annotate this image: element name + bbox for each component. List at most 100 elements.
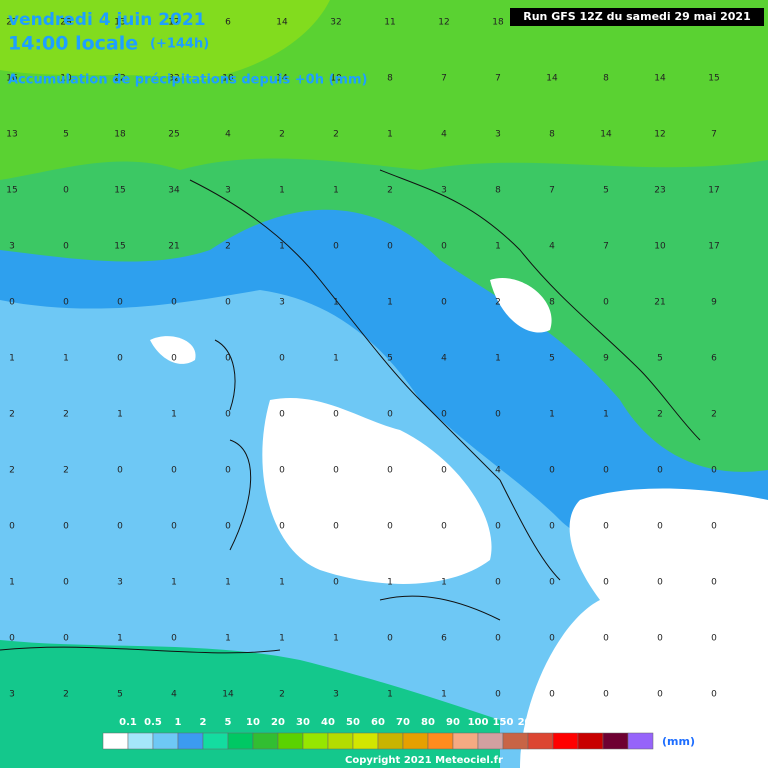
legend-swatch: [477, 732, 504, 750]
field-northwest: [0, 0, 330, 80]
grid-value: 4: [441, 354, 447, 364]
grid-value: 29: [60, 18, 72, 28]
grid-value: 5: [657, 354, 663, 364]
legend-label: 200: [518, 717, 539, 728]
legend-swatch: [377, 732, 404, 750]
grid-value: 0: [225, 410, 231, 420]
legend-swatch: [527, 732, 554, 750]
grid-value: 0: [225, 466, 231, 476]
grid-value: 0: [387, 634, 393, 644]
grid-value: 1: [63, 354, 69, 364]
grid-value: 17: [708, 186, 719, 196]
grid-value: 1: [495, 242, 501, 252]
legend-swatch: [202, 732, 229, 750]
grid-value: 1: [117, 634, 123, 644]
grid-value: 3: [333, 690, 339, 700]
grid-value: 0: [495, 578, 501, 588]
grid-value: 14: [276, 18, 288, 28]
legend-label: 70: [396, 717, 410, 728]
grid-value: 32: [330, 18, 341, 28]
grid-value: 14: [600, 130, 612, 140]
legend-swatch: [552, 732, 579, 750]
grid-value: 6: [711, 354, 717, 364]
grid-value: 1: [171, 410, 177, 420]
grid-value: 0: [711, 690, 717, 700]
run-label: Run GFS 12Z du samedi 29 mai 2021: [523, 10, 751, 23]
grid-value: 2: [63, 690, 69, 700]
run-box: [510, 8, 764, 26]
legend-label: 250: [543, 717, 564, 728]
grid-value: 0: [63, 242, 69, 252]
grid-value: 8: [549, 298, 555, 308]
grid-value: 14: [546, 74, 558, 84]
grid-value: 27: [6, 18, 17, 28]
grid-value: 0: [603, 634, 609, 644]
grid-value: 2: [63, 466, 69, 476]
grid-value: 5: [63, 130, 69, 140]
dry-adriatic: [490, 278, 552, 333]
grid-value: 1: [387, 690, 393, 700]
grid-value: 0: [603, 522, 609, 532]
grid-value: 1: [387, 130, 393, 140]
grid-value: 0: [117, 298, 123, 308]
grid-value: 0: [9, 522, 15, 532]
grid-value: 1: [225, 634, 231, 644]
grid-value: 15: [6, 186, 17, 196]
grid-value: 0: [333, 242, 339, 252]
grid-value: 34: [168, 186, 180, 196]
grid-value: 12: [654, 130, 665, 140]
grid-value: 7: [603, 242, 609, 252]
legend-label: 10: [246, 717, 260, 728]
grid-value: 2: [711, 410, 717, 420]
grid-value: 10: [60, 74, 72, 84]
grid-value: 4: [549, 242, 555, 252]
grid-value: 22: [114, 74, 125, 84]
grid-value: 0: [279, 354, 285, 364]
grid-value: 5: [549, 354, 555, 364]
grid-value: 0: [9, 634, 15, 644]
grid-value: 2: [225, 242, 231, 252]
grid-value: 0: [657, 578, 663, 588]
grid-value: 10: [222, 74, 234, 84]
grid-value: 0: [657, 690, 663, 700]
grid-value: 0: [495, 522, 501, 532]
legend-label: 80: [421, 717, 435, 728]
grid-value: 0: [441, 466, 447, 476]
legend-swatch: [327, 732, 354, 750]
grid-value: 0: [225, 522, 231, 532]
grid-value: 7: [711, 130, 717, 140]
grid-value: 0: [549, 522, 555, 532]
grid-value: 0: [603, 298, 609, 308]
grid-value: 0: [441, 410, 447, 420]
grid-value: 2: [9, 466, 15, 476]
grid-value: 0: [117, 466, 123, 476]
grid-value: 12: [168, 18, 179, 28]
grid-value: 3: [9, 242, 15, 252]
grid-value: 0: [333, 578, 339, 588]
grid-value: 0: [117, 522, 123, 532]
legend-swatch: [102, 732, 129, 750]
grid-value: 1: [549, 410, 555, 420]
grid-value: 1: [495, 354, 501, 364]
grid-value: 15: [708, 74, 719, 84]
grid-value: 1: [333, 298, 339, 308]
grid-value: 0: [549, 690, 555, 700]
legend-label: 2: [200, 717, 207, 728]
grid-value: 0: [171, 466, 177, 476]
grid-value: 8: [549, 130, 555, 140]
grid-value: 2: [9, 410, 15, 420]
grid-value: 0: [63, 522, 69, 532]
legend-swatch: [177, 732, 204, 750]
grid-value: 8: [495, 186, 501, 196]
dry-ionian: [520, 488, 768, 768]
grid-value: 5: [387, 354, 393, 364]
grid-value: 18: [492, 18, 504, 28]
copyright: Copyright 2021 Meteociel.fr: [345, 755, 503, 766]
grid-value: 3: [279, 298, 285, 308]
dry-patch: [150, 336, 196, 364]
grid-value: 2: [333, 130, 339, 140]
grid-value: 1: [225, 578, 231, 588]
grid-value: 6: [441, 634, 447, 644]
grid-value: 1: [171, 578, 177, 588]
grid-value: 2: [495, 298, 501, 308]
